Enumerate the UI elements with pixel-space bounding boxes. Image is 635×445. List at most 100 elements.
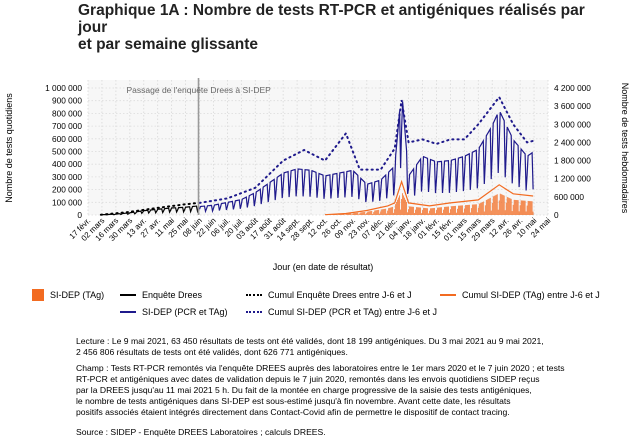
legend-label-cumul-drees: Cumul Enquête Drees entre J-6 et J: [268, 290, 412, 300]
champ-line-2: RT-PCR et antigéniques avec dates de val…: [76, 374, 540, 384]
notes-source: Source : SIDEP - Enquête DREES Laboratoi…: [76, 427, 616, 438]
annotation-group: Passage de l'enquête Drees à SI-DEP: [127, 78, 271, 215]
tag-bar: [422, 210, 423, 215]
tag-bar: [461, 205, 462, 215]
legend-label-cumul-tag: Cumul SI-DEP (TAg) entre J-6 et J: [462, 290, 600, 300]
tag-bar: [472, 204, 474, 215]
tag-bar: [519, 205, 521, 215]
tag-bar: [339, 214, 341, 215]
tag-bar: [427, 208, 428, 215]
tag-bar: [498, 200, 500, 215]
y-left-tick-label: 300 000: [52, 172, 82, 182]
tag-bar: [380, 211, 382, 215]
tag-bar: [506, 196, 508, 215]
tag-bar: [367, 211, 369, 215]
tag-bar: [481, 202, 483, 215]
y-left-tick-label: 100 000: [52, 197, 82, 207]
tag-bar: [499, 193, 501, 215]
tag-bar: [466, 204, 468, 215]
tag-bar: [372, 213, 374, 215]
tag-bar: [384, 208, 386, 215]
tag-bar: [420, 207, 421, 215]
tag-bar: [397, 199, 399, 215]
tag-bar: [401, 199, 403, 215]
tag-bar: [421, 213, 422, 215]
tag-bar: [353, 213, 355, 215]
y-left-tick-label: 600 000: [52, 134, 82, 144]
tag-bar: [391, 207, 393, 215]
tag-bar: [488, 198, 490, 215]
champ-line-1: Champ : Tests RT-PCR remontés via l'enqu…: [76, 363, 565, 373]
legend-label-tag-bar: SI-DEP (TAg): [50, 290, 105, 300]
tag-bar: [509, 198, 511, 215]
tag-bar: [458, 205, 459, 215]
tag-bar: [437, 207, 438, 215]
tag-bar: [425, 208, 426, 215]
tag-bar: [440, 207, 441, 215]
tag-bar: [395, 204, 397, 215]
y-left-tick-label: 200 000: [52, 185, 82, 195]
tag-bar: [471, 204, 473, 215]
tag-bar: [348, 213, 350, 215]
tag-bar: [475, 204, 477, 215]
tag-bar: [355, 212, 357, 215]
tag-bar: [459, 205, 460, 215]
legend-label-cumul-sidep: Cumul SI-DEP (PCR et TAg) entre J-6 et J: [268, 307, 438, 317]
tag-bar: [464, 205, 466, 215]
tag-bar: [385, 208, 387, 215]
tag-bar: [414, 212, 415, 215]
tag-bar: [520, 200, 522, 215]
series-lines: [99, 95, 535, 216]
y-left-tick-label: 400 000: [52, 159, 82, 169]
y-left-tick-label: 500 000: [52, 147, 82, 157]
tag-bar: [444, 206, 445, 215]
tag-bar: [349, 213, 351, 215]
tag-bar: [530, 201, 532, 215]
tag-bar: [442, 213, 443, 215]
legend-swatch-sidep: [120, 311, 136, 313]
y-right-tick-label: 1 200 000: [554, 174, 591, 184]
tag-bar: [379, 213, 381, 215]
tag-bar: [452, 206, 453, 215]
tag-bar: [510, 198, 512, 215]
legend-item-cumul-sidep: Cumul SI-DEP (PCR et TAg) entre J-6 et J: [246, 307, 437, 317]
tag-bar: [451, 206, 452, 215]
tag-bar: [352, 213, 354, 215]
tag-bar: [366, 212, 368, 215]
tag-bar: [416, 207, 417, 215]
series-line-cumul-si-dep-pcr-et-tag-entre-j-6-et-j: [198, 95, 535, 204]
tag-bar: [469, 212, 471, 215]
chart-svg: Passage de l'enquête Drees à SI-DEP 0 100…: [4, 78, 630, 272]
tag-bar: [388, 208, 390, 215]
y-axis-left-label: Nombre de tests quotidiens: [4, 93, 14, 203]
tag-bar: [474, 204, 476, 215]
tag-bar: [360, 212, 362, 215]
tag-bars: [324, 193, 534, 215]
tag-bar: [399, 195, 401, 215]
y-right-tick-label: 3 000 000: [554, 119, 591, 129]
tag-bar: [532, 211, 534, 215]
tag-bar: [482, 201, 484, 215]
tag-bar: [432, 208, 433, 215]
tag-bar: [417, 207, 418, 215]
tag-bar: [505, 202, 507, 215]
tag-bar: [405, 199, 406, 215]
y-axis-left: 0 100 000 200 000 300 000 400 000 500 000 600 …: [45, 83, 82, 220]
tag-bar: [370, 211, 372, 215]
tag-bar: [369, 211, 371, 215]
tag-bar: [426, 208, 427, 215]
tag-bar: [362, 212, 364, 215]
lecture-line-1: Lecture : Le 9 mai 2021, 63 450 résultat…: [76, 336, 544, 346]
tag-bar: [479, 203, 481, 215]
tag-bar: [515, 199, 517, 215]
tag-bar: [518, 211, 520, 215]
tag-bar: [507, 197, 509, 215]
tag-bar: [403, 195, 405, 215]
tag-bar: [483, 211, 485, 215]
legend-label-sidep: SI-DEP (PCR et TAg): [142, 307, 228, 317]
tag-bar: [433, 208, 434, 215]
tag-bar: [402, 193, 404, 215]
tag-bar: [386, 213, 388, 215]
legend-swatch-cumul-drees: [246, 294, 262, 296]
